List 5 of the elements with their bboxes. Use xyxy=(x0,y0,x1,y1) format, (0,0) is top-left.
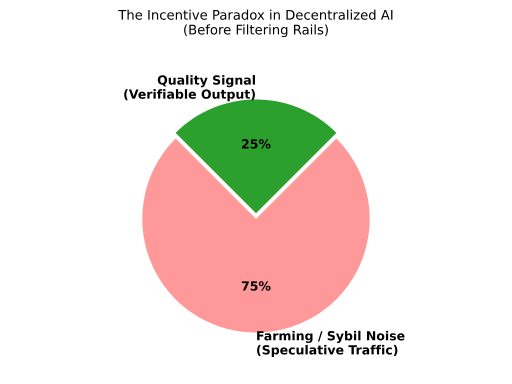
chart-title: The Incentive Paradox in Decentralized AI (Before Filtering Rails) xyxy=(118,10,392,38)
slice-label: Farming / Sybil Noise (Speculative Traffic) xyxy=(257,330,404,358)
slice-label: Quality Signal (Verifiable Output) xyxy=(124,75,255,102)
data-label: 25% xyxy=(242,139,271,149)
data-label: 75% xyxy=(242,281,271,291)
